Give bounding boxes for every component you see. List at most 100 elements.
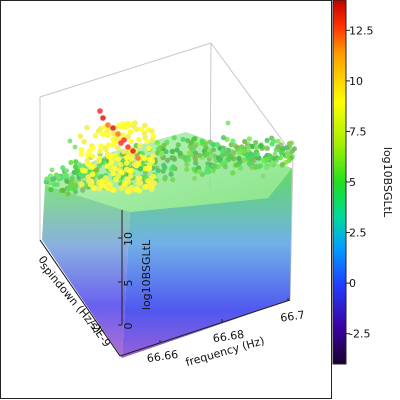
scatter-point	[60, 187, 66, 193]
scatter-point	[105, 122, 111, 128]
scatter-point	[99, 131, 106, 137]
scatter-point	[66, 185, 72, 191]
scatter-point	[238, 165, 244, 171]
scatter-point	[272, 151, 278, 157]
scatter-point	[132, 120, 138, 126]
scatter-point	[169, 155, 175, 161]
scatter-point	[242, 138, 248, 145]
y-axis-line	[39, 239, 121, 357]
colorbar-tick-label: 0	[349, 277, 356, 290]
scatter-point	[291, 146, 297, 152]
scatter-point	[192, 143, 198, 149]
scatter-point	[231, 150, 237, 156]
colorbar-tick-label: 2.5	[349, 227, 367, 240]
scatter-point	[68, 159, 74, 166]
scatter-point	[135, 180, 141, 186]
colorbar-tick-label: 5	[349, 176, 356, 189]
scatter-point	[82, 168, 88, 174]
scatter-point	[44, 176, 50, 182]
colorbar-tick-label: 10	[349, 75, 363, 88]
scatter-point	[110, 141, 117, 148]
scatter-point	[119, 169, 125, 176]
scatter-point	[97, 143, 104, 149]
scatter-point	[120, 132, 126, 138]
scatter-point	[105, 131, 111, 138]
scatter-point	[150, 132, 157, 139]
scatter-point	[175, 142, 181, 148]
point-cloud-body	[42, 132, 292, 358]
scatter-point	[136, 136, 142, 143]
scatter-point	[49, 167, 55, 173]
scatter-point	[169, 148, 175, 155]
scatter-point	[204, 169, 210, 175]
scatter-point	[142, 170, 148, 176]
scatter-point	[208, 153, 214, 159]
scatter-point	[214, 142, 220, 148]
scatter-point	[234, 162, 240, 168]
scatter-point	[271, 138, 277, 144]
scatter-point	[279, 161, 286, 168]
scatter-point	[264, 156, 270, 162]
scatter-point	[268, 161, 274, 167]
scatter-point	[65, 191, 71, 197]
scatter-point	[286, 157, 292, 164]
scatter-point	[217, 156, 223, 162]
scatter-point	[115, 131, 121, 137]
scatter-point	[97, 148, 103, 155]
scatter-point	[128, 184, 134, 191]
scatter-point	[278, 150, 285, 156]
scatter-point	[56, 174, 62, 180]
scatter-point	[186, 156, 192, 162]
scatter-point	[186, 150, 192, 156]
scatter-point	[220, 135, 227, 141]
scatter-point	[185, 138, 191, 144]
x-axis-line	[119, 299, 291, 357]
scatter-point	[89, 153, 95, 159]
x-tick-label: 66.66	[146, 348, 179, 365]
scatter-point	[104, 163, 111, 169]
scatter-point	[277, 155, 284, 161]
scatter-point	[89, 179, 95, 186]
scatter-point	[77, 133, 84, 139]
scatter-point	[149, 137, 156, 143]
scatter-point	[154, 140, 160, 146]
scatter-point	[116, 122, 122, 129]
scatter-point	[103, 175, 109, 181]
scatter-point	[244, 151, 250, 158]
scatter-point	[202, 141, 208, 147]
scatter-point	[223, 149, 229, 155]
scatter-point	[284, 145, 290, 151]
scatter-point	[80, 187, 86, 193]
scatter-point	[164, 157, 171, 163]
scatter-point	[143, 165, 149, 172]
scatter-point	[117, 161, 124, 168]
scatter-point	[115, 173, 121, 180]
scatter-point	[110, 170, 117, 177]
scatter-point	[69, 176, 75, 182]
scatter-point	[263, 164, 270, 171]
scatter-point	[170, 164, 176, 170]
scatter-point	[80, 163, 86, 169]
scatter-point	[162, 164, 168, 171]
scatter-point	[96, 158, 102, 164]
scatter-point	[141, 155, 148, 162]
scatter-point	[125, 176, 131, 183]
scatter-point	[191, 136, 197, 142]
scatter-point	[241, 157, 247, 163]
scatter-point	[204, 151, 210, 157]
scatter-point	[118, 140, 124, 146]
scatter-point	[99, 182, 105, 189]
scatter-points	[43, 108, 297, 197]
scatter-point	[184, 166, 190, 172]
scatter-point	[260, 173, 266, 179]
scatter-point	[64, 168, 70, 174]
scatter-point	[51, 176, 57, 182]
scatter-point	[73, 182, 79, 188]
scatter-point	[248, 151, 254, 157]
scatter-point	[108, 159, 114, 166]
scatter-point	[237, 150, 243, 156]
z-axis-label: log10BSGLtL	[140, 239, 153, 310]
scatter-point	[132, 161, 138, 168]
scatter-point	[253, 140, 259, 146]
scatter-point	[148, 180, 154, 186]
